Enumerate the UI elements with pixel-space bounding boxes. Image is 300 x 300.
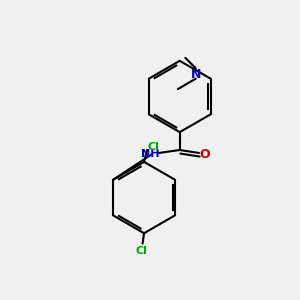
Text: NH: NH <box>141 149 160 160</box>
Text: N: N <box>190 68 201 81</box>
Text: O: O <box>199 148 210 161</box>
Text: Cl: Cl <box>135 246 147 256</box>
Text: Cl: Cl <box>147 142 159 152</box>
